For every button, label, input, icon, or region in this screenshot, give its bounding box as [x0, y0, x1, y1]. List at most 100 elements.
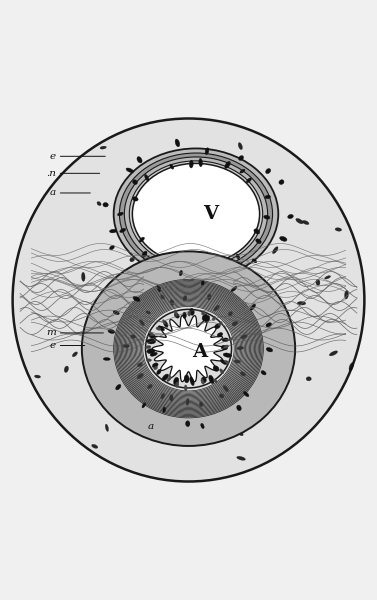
- Ellipse shape: [170, 379, 178, 385]
- Ellipse shape: [119, 284, 258, 413]
- Ellipse shape: [237, 358, 244, 365]
- Ellipse shape: [130, 257, 135, 262]
- Ellipse shape: [183, 296, 187, 301]
- Ellipse shape: [221, 345, 228, 350]
- Ellipse shape: [118, 283, 259, 415]
- Ellipse shape: [149, 334, 156, 338]
- Ellipse shape: [133, 296, 140, 301]
- Ellipse shape: [215, 324, 220, 329]
- Ellipse shape: [146, 346, 151, 349]
- Ellipse shape: [207, 247, 213, 254]
- Ellipse shape: [225, 325, 230, 328]
- Ellipse shape: [146, 311, 150, 314]
- Ellipse shape: [174, 310, 177, 316]
- Ellipse shape: [144, 172, 152, 176]
- Ellipse shape: [143, 251, 147, 254]
- Ellipse shape: [201, 281, 204, 286]
- Ellipse shape: [244, 392, 249, 397]
- Ellipse shape: [228, 290, 231, 294]
- Ellipse shape: [186, 398, 189, 405]
- Ellipse shape: [250, 304, 256, 310]
- Ellipse shape: [190, 308, 194, 315]
- Ellipse shape: [123, 344, 129, 347]
- Ellipse shape: [152, 221, 156, 225]
- Ellipse shape: [223, 386, 228, 392]
- Ellipse shape: [210, 364, 215, 371]
- Ellipse shape: [254, 229, 260, 234]
- Ellipse shape: [146, 359, 152, 362]
- Ellipse shape: [220, 242, 227, 245]
- Ellipse shape: [228, 311, 232, 316]
- Ellipse shape: [199, 158, 202, 167]
- Ellipse shape: [208, 232, 212, 238]
- Ellipse shape: [158, 326, 164, 331]
- Ellipse shape: [173, 219, 176, 224]
- Ellipse shape: [241, 326, 248, 329]
- Ellipse shape: [102, 319, 106, 325]
- Ellipse shape: [133, 297, 244, 400]
- Ellipse shape: [217, 332, 223, 337]
- Ellipse shape: [243, 329, 247, 338]
- Ellipse shape: [81, 272, 85, 281]
- Ellipse shape: [175, 313, 179, 318]
- Ellipse shape: [252, 259, 257, 263]
- Ellipse shape: [163, 321, 168, 328]
- Ellipse shape: [124, 289, 253, 409]
- Text: .n: .n: [46, 169, 56, 178]
- Ellipse shape: [113, 280, 264, 418]
- Ellipse shape: [157, 285, 161, 292]
- Ellipse shape: [118, 212, 123, 216]
- Ellipse shape: [233, 181, 238, 188]
- Ellipse shape: [212, 317, 216, 320]
- Ellipse shape: [280, 236, 287, 241]
- Ellipse shape: [220, 359, 227, 365]
- Ellipse shape: [184, 375, 189, 383]
- Ellipse shape: [162, 374, 169, 381]
- Ellipse shape: [329, 351, 337, 356]
- Ellipse shape: [185, 421, 190, 427]
- Ellipse shape: [245, 229, 250, 236]
- Text: e: e: [49, 341, 56, 350]
- Ellipse shape: [232, 320, 238, 326]
- Ellipse shape: [142, 403, 146, 408]
- Ellipse shape: [241, 335, 247, 339]
- Ellipse shape: [204, 316, 210, 322]
- Ellipse shape: [345, 290, 348, 299]
- Ellipse shape: [214, 379, 217, 383]
- Ellipse shape: [306, 377, 311, 381]
- Ellipse shape: [266, 323, 271, 327]
- Ellipse shape: [134, 298, 243, 399]
- Ellipse shape: [204, 272, 207, 278]
- Ellipse shape: [160, 324, 166, 331]
- Text: a: a: [49, 188, 56, 197]
- Ellipse shape: [147, 349, 155, 353]
- Ellipse shape: [159, 340, 166, 345]
- Ellipse shape: [224, 361, 229, 364]
- Ellipse shape: [146, 310, 231, 388]
- Ellipse shape: [198, 283, 202, 288]
- Ellipse shape: [140, 304, 237, 393]
- Ellipse shape: [239, 432, 243, 436]
- Ellipse shape: [141, 305, 236, 392]
- Ellipse shape: [113, 311, 119, 314]
- Ellipse shape: [201, 424, 204, 428]
- Ellipse shape: [273, 247, 278, 254]
- Ellipse shape: [110, 245, 114, 250]
- Ellipse shape: [121, 286, 256, 411]
- Ellipse shape: [116, 385, 121, 390]
- Ellipse shape: [139, 303, 238, 394]
- Ellipse shape: [127, 292, 250, 405]
- Ellipse shape: [228, 338, 233, 341]
- Ellipse shape: [130, 324, 135, 328]
- Ellipse shape: [188, 191, 192, 195]
- Ellipse shape: [199, 402, 203, 407]
- Ellipse shape: [135, 299, 242, 398]
- Ellipse shape: [136, 301, 241, 397]
- Ellipse shape: [120, 285, 257, 412]
- Ellipse shape: [214, 305, 219, 311]
- Text: A: A: [192, 343, 207, 361]
- Ellipse shape: [115, 373, 123, 376]
- Ellipse shape: [238, 143, 242, 149]
- Ellipse shape: [179, 235, 185, 239]
- Text: V: V: [203, 205, 219, 223]
